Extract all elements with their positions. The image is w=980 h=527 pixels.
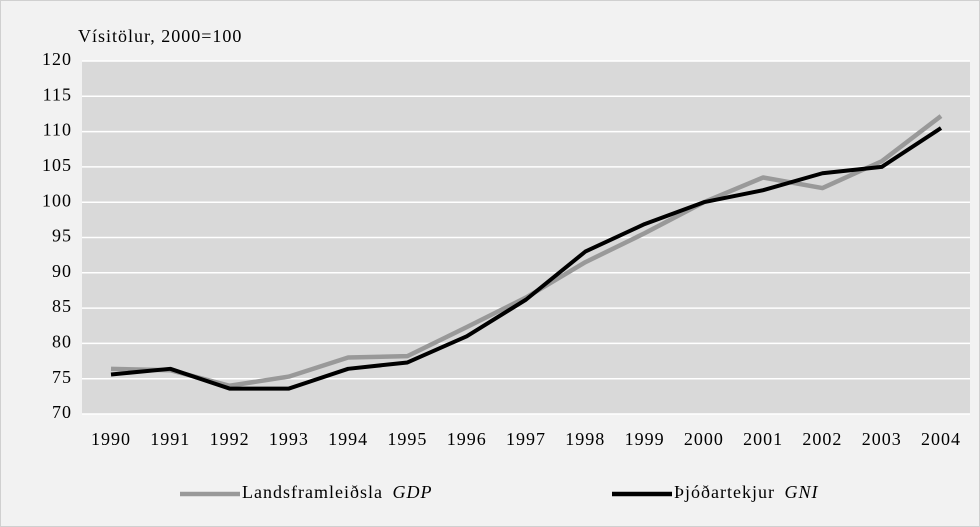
x-tick-label: 2004 bbox=[921, 429, 961, 449]
x-tick-label: 1991 bbox=[150, 429, 190, 449]
x-tick-label: 1995 bbox=[387, 429, 427, 449]
y-axis-title: Vísitölur, 2000=100 bbox=[78, 26, 242, 46]
x-tick-label: 1990 bbox=[91, 429, 131, 449]
x-tick-label: 1996 bbox=[447, 429, 487, 449]
y-tick-label: 115 bbox=[43, 84, 72, 104]
x-tick-label: 2003 bbox=[862, 429, 902, 449]
y-tick-label: 120 bbox=[42, 49, 72, 69]
y-tick-label: 100 bbox=[42, 190, 72, 210]
x-tick-label: 1994 bbox=[328, 429, 368, 449]
y-tick-label: 105 bbox=[42, 155, 72, 175]
y-tick-label: 90 bbox=[52, 261, 72, 281]
y-tick-label: 80 bbox=[52, 332, 72, 352]
y-tick-label: 85 bbox=[52, 296, 72, 316]
y-tick-label: 95 bbox=[52, 226, 72, 246]
x-tick-label: 2000 bbox=[684, 429, 724, 449]
y-tick-label: 70 bbox=[52, 402, 72, 422]
x-tick-label: 1992 bbox=[210, 429, 250, 449]
y-tick-label: 75 bbox=[52, 367, 72, 387]
x-tick-label: 1999 bbox=[625, 429, 665, 449]
x-tick-label: 1998 bbox=[565, 429, 605, 449]
x-tick-label: 2002 bbox=[802, 429, 842, 449]
x-tick-label: 1993 bbox=[269, 429, 309, 449]
x-tick-label: 1997 bbox=[506, 429, 546, 449]
legend-label: Landsframleiðsla GDP bbox=[242, 482, 432, 502]
x-tick-label: 2001 bbox=[743, 429, 783, 449]
y-tick-label: 110 bbox=[43, 120, 72, 140]
data-line bbox=[110, 126, 943, 391]
legend-label: Þjóðartekjur GNI bbox=[674, 482, 818, 502]
